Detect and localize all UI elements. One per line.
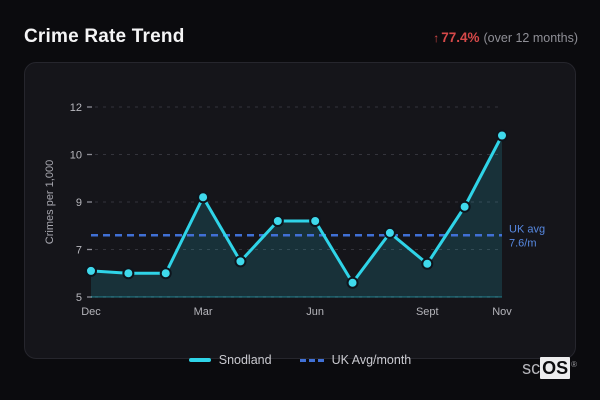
data-point-jul[interactable]: [346, 276, 359, 289]
x-tick-label: Mar: [194, 306, 213, 318]
chart-legend: Snodland UK Avg/month: [0, 350, 600, 370]
x-tick-label: Nov: [492, 306, 512, 318]
crime-trend-chart: 5 7 9 10 12 Crimes per 1,000 UK avg 7.6/m Dec Mar…: [44, 102, 545, 318]
legend-item-uk-avg[interactable]: UK Avg/month: [299, 353, 412, 367]
brand-logo: sc OS ®: [522, 357, 577, 379]
uk-avg-dashed-swatch: [299, 358, 324, 362]
data-point-mar[interactable]: [197, 191, 210, 204]
trend-up-arrow-icon: ↑: [433, 31, 440, 45]
data-point-feb[interactable]: [159, 267, 172, 280]
page-title: Crime Rate Trend: [24, 26, 185, 47]
data-point-jan[interactable]: [122, 267, 135, 280]
data-point-jun[interactable]: [309, 215, 322, 227]
y-tick-label: 10: [70, 150, 82, 162]
data-point-aug[interactable]: [383, 226, 396, 239]
data-point-oct[interactable]: [458, 200, 471, 213]
uk-avg-annotation: UK avg 7.6/m: [509, 223, 545, 249]
y-tick-label: 9: [76, 197, 82, 209]
legend-label: UK Avg/month: [331, 353, 412, 367]
area-fill: [91, 135, 502, 297]
header: Crime Rate Trend ↑ 77.4% (over 12 months): [24, 26, 578, 48]
legend-label: Snodland: [218, 353, 272, 367]
logo-prefix: sc: [522, 358, 541, 378]
logo-box: OS: [540, 357, 571, 379]
data-point-dec[interactable]: [85, 264, 97, 277]
data-point-may[interactable]: [271, 215, 284, 227]
y-tick-label: 12: [70, 102, 82, 114]
trend-value: 77.4%: [441, 30, 480, 45]
trend-stat: ↑ 77.4% (over 12 months): [433, 30, 578, 45]
snodland-line: [89, 134, 504, 285]
x-tick-label: Sept: [416, 306, 439, 318]
y-tick-label: 7: [76, 245, 82, 257]
y-axis-label: Crimes per 1,000: [44, 160, 56, 244]
chart-panel: 5 7 9 10 12 Crimes per 1,000 UK avg 7.6/m Dec Mar…: [24, 62, 576, 359]
data-point-apr[interactable]: [234, 255, 247, 268]
data-point-nov[interactable]: [496, 129, 508, 142]
data-point-sept[interactable]: [421, 257, 434, 270]
x-tick-label: Jun: [306, 306, 324, 318]
legend-item-snodland[interactable]: Snodland: [188, 353, 272, 367]
registered-mark-icon: ®: [571, 360, 577, 369]
y-tick-label: 5: [76, 292, 82, 304]
snodland-line-swatch: [188, 358, 211, 362]
trend-context: (over 12 months): [483, 31, 578, 45]
x-tick-label: Dec: [81, 306, 101, 318]
